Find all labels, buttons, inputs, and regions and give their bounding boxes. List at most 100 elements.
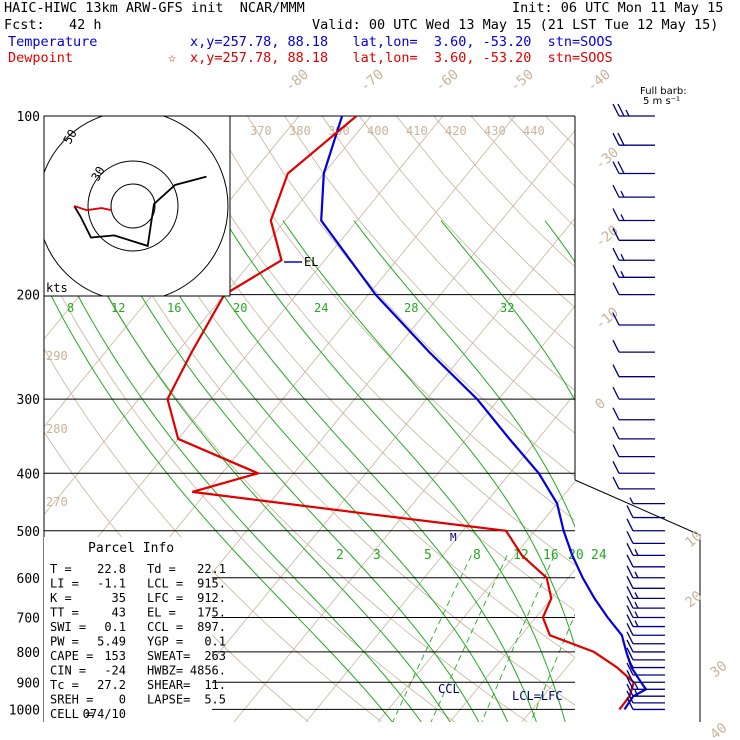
parcel-param-name: T = [50,562,72,576]
wind-barbs: Full barb:5 m s⁻¹ [612,86,687,711]
hodograph-trace-low [73,205,113,212]
wind-barb [626,518,665,532]
isotherm-line [377,481,575,722]
wind-barb [612,426,655,440]
parcel-param-value: 0.1 [104,620,126,634]
temperature-legend-label: Temperature [8,34,98,50]
pressure-label: 200 [17,289,40,304]
moist-adiabat-label: 8 [67,301,74,315]
dry-adiabat-line [284,116,575,434]
parcel-param-name: Tc = [50,678,79,692]
parcel-param-value: -1.1 [97,577,126,591]
hodograph-ring [110,183,156,229]
init-time: Init: 06 UTC Mon 11 May 15 [512,0,724,16]
barb-panel-edge [574,479,701,722]
parcel-param-value: 0.1 [204,635,226,649]
parcel-param-name: K = [50,591,72,605]
wind-barb [626,669,665,683]
wind-barb [612,161,655,175]
parcel-info-background [44,537,212,722]
mixing-ratio-label: 8 [473,548,481,563]
isotherm-line [594,116,740,722]
wind-barb [626,505,665,519]
pressure-label: 1000 [9,703,40,718]
wind-barb [612,265,655,278]
isotherm-label: -30 [592,145,622,174]
mixing-ratio-line [656,555,716,722]
hodograph-rings [44,116,229,296]
isotherm-label: 30 [707,658,730,681]
temperature-location-info: x,y=257.78, 88.18 lat,lon= 3.60, -53.20 … [190,34,613,50]
wind-barb [612,208,655,222]
moist-adiabat-line [653,221,711,723]
parcel-param-name: EL = [147,606,176,620]
parcel-param-name: SWEAT= [147,649,190,663]
parcel-param-value: 074/10 [83,707,126,721]
isotherm-line [233,305,575,722]
pressure-label: 500 [17,525,40,540]
barb-legend-title: Full barb: [640,86,687,97]
parcel-param-value: 263 [204,649,226,663]
moist-adiabat-line [544,220,575,263]
dry-adiabat-line [695,116,740,722]
wind-barb [626,586,665,600]
wind-barb [626,543,665,557]
isotherm-label: 0 [592,395,609,413]
wind-barb [612,312,655,326]
pressure-label: 100 [17,110,40,125]
mixing-ratio-label: 2 [336,548,344,563]
theta-left-label: 280 [46,422,68,436]
dry-adiabat-line [209,116,575,521]
parcel-param-name: LAPSE= [147,693,190,707]
wind-barb [626,697,665,711]
parcel-param-value: 153 [104,649,126,663]
parcel-param-value: -24 [104,664,126,678]
wind-barb [612,184,655,198]
hodograph-ring [87,160,179,252]
moist-adiabat-label: 24 [314,301,328,315]
parcel-param-name: CAPE = [50,649,93,663]
dewpoint-star-marker: ☆ [168,50,177,66]
parcel-param-name: PW = [50,635,79,649]
parcel-param-value: 0 [119,693,126,707]
isotherm-label: -70 [357,67,387,96]
pressure-label: 900 [17,676,40,691]
isotherm-line [44,116,300,428]
wind-barb [626,639,665,653]
wind-barb [626,677,665,690]
wind-barb [626,554,665,568]
theta-label: 420 [445,124,467,138]
parcel-param-name: CCL = [147,620,183,634]
mixing-ratio-line [634,555,695,722]
barb-legend-unit: 5 m s⁻¹ [643,96,680,107]
dry-adiabat-line [97,116,575,658]
dry-adiabat-line [732,116,740,722]
wind-barb [612,103,655,117]
mixing-ratio-line [392,555,472,722]
moist-adiabat-label: 32 [500,301,514,315]
dry-adiabat-line [321,116,575,392]
hodograph-unit-label: kts [46,281,68,295]
dry-adiabat-line [246,116,575,477]
hodograph-ring-label: 50 [60,127,79,147]
isotherm-label: -60 [432,67,462,96]
wind-barb [626,690,665,704]
isotherm-line [666,116,740,722]
wind-barb [629,497,665,505]
parcel-param-name: TT = [50,606,79,620]
theta-label: 410 [406,124,428,138]
theta-label: 380 [289,124,311,138]
wind-barb [626,605,665,619]
parcel-param-name: SWI = [50,620,86,634]
dewpoint-location-info: x,y=257.78, 88.18 lat,lon= 3.60, -53.20 … [190,50,613,66]
dry-adiabat-line [433,116,575,268]
moist-adiabat-line [282,220,575,649]
parcel-param-value: 22.1 [197,562,226,576]
wind-barb [612,386,655,400]
isotherm-line [0,116,11,722]
isotherm-label: -80 [282,67,312,96]
hodograph-ring [44,116,229,296]
mixing-ratio-label: 16 [543,548,559,563]
wind-barb [612,247,655,261]
mixing-ratio-label: 5 [424,548,432,563]
